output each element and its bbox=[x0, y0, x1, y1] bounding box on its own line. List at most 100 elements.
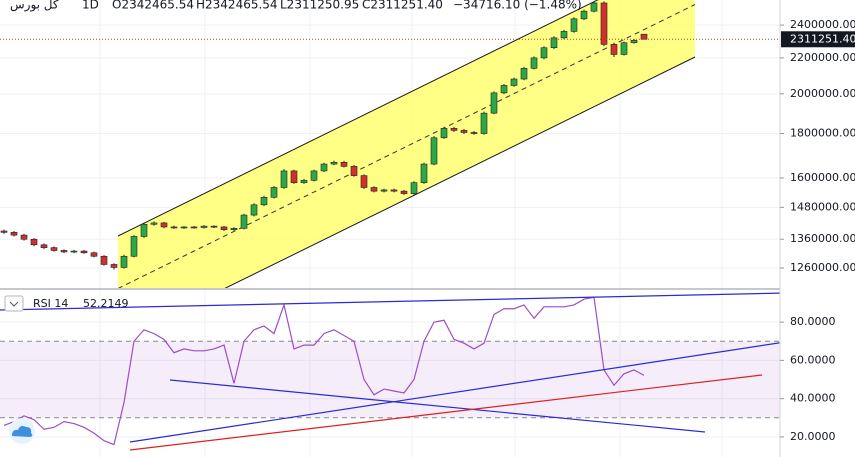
candle-body bbox=[610, 44, 618, 55]
candle-body bbox=[10, 232, 18, 236]
header: کل بورس 1D O2342465.54 H2342465.54 L2311… bbox=[10, 0, 582, 13]
candle-body bbox=[320, 163, 328, 172]
candle-body bbox=[330, 161, 338, 165]
candle-body bbox=[80, 250, 88, 254]
candle-body bbox=[190, 226, 198, 229]
price-axis bbox=[780, 0, 855, 457]
candle-body bbox=[510, 78, 518, 86]
candle-body bbox=[240, 214, 248, 229]
candle-body bbox=[160, 222, 168, 228]
candle-body bbox=[110, 264, 118, 268]
y-tick-label: 1360000.00 bbox=[790, 232, 855, 245]
candle-body bbox=[50, 247, 58, 251]
candle-body bbox=[530, 57, 538, 69]
candle-body bbox=[380, 189, 388, 192]
rsi-title: RSI 14 bbox=[33, 297, 68, 310]
marks bbox=[0, 1, 780, 446]
candle-body bbox=[640, 33, 648, 40]
candle-body bbox=[480, 112, 488, 134]
candle-body bbox=[490, 92, 498, 114]
candle-body bbox=[550, 37, 558, 49]
candle-body bbox=[430, 137, 438, 165]
candle-body bbox=[540, 47, 548, 59]
axis-labels: 1260000.00 1360000.00 1480000.00 1600000.00… bbox=[780, 18, 855, 443]
candle-body bbox=[90, 252, 98, 257]
y-tick-label: 20.0000 bbox=[790, 430, 836, 443]
candle-body bbox=[230, 228, 238, 230]
ohlc-high: H2342465.54 bbox=[196, 0, 278, 12]
y-tick-label: 1260000.00 bbox=[790, 261, 855, 274]
candle-body bbox=[140, 223, 148, 237]
candle-body bbox=[310, 170, 318, 181]
y-tick-label: 2400000.00 bbox=[790, 18, 855, 31]
candle-body bbox=[450, 128, 458, 131]
rsi-legend: RSI 14 52.2149 bbox=[4, 295, 129, 312]
candle-body bbox=[150, 222, 158, 225]
price-tag: 2311251.40 bbox=[790, 32, 855, 45]
candle-body bbox=[20, 234, 28, 240]
candle-body bbox=[290, 170, 298, 183]
candle-body bbox=[630, 39, 638, 44]
candle-body bbox=[200, 225, 208, 228]
candle-body bbox=[0, 230, 8, 233]
symbol: کل بورس bbox=[10, 0, 59, 13]
candle-body bbox=[120, 255, 128, 268]
candle-body bbox=[460, 130, 468, 133]
candle-body bbox=[300, 180, 308, 183]
candle-body bbox=[580, 10, 588, 20]
candle-body bbox=[270, 187, 278, 198]
candle-body bbox=[180, 226, 188, 229]
candle-body bbox=[100, 255, 108, 265]
candle-body bbox=[400, 190, 408, 194]
rsi-band-fill bbox=[0, 341, 780, 418]
y-tick-label: 80.0000 bbox=[790, 315, 836, 328]
candle-body bbox=[500, 85, 508, 94]
candle-body bbox=[410, 182, 418, 194]
candle-body bbox=[340, 161, 348, 167]
channel bbox=[117, 0, 696, 288]
candle-body bbox=[390, 189, 398, 192]
ohlc-close: C2311251.40 bbox=[362, 0, 443, 12]
candle-body bbox=[280, 170, 288, 188]
candle-body bbox=[590, 2, 598, 12]
ohlc-open: O2342465.54 bbox=[112, 0, 194, 12]
candle-body bbox=[220, 226, 228, 230]
candle-body bbox=[560, 31, 568, 39]
change: −34716.10 (−1.48%) bbox=[453, 0, 582, 12]
candle-body bbox=[40, 244, 48, 248]
candle-body bbox=[620, 42, 628, 55]
candle-body bbox=[350, 166, 358, 176]
candle-body bbox=[370, 187, 378, 192]
candle-body bbox=[470, 132, 478, 134]
candle-body bbox=[360, 175, 368, 188]
rsi-trendlines bbox=[0, 292, 780, 451]
y-tick-label: 60.0000 bbox=[790, 353, 836, 366]
candle-body bbox=[60, 250, 68, 253]
y-tick-label: 1600000.00 bbox=[790, 171, 855, 184]
candle-body bbox=[570, 18, 578, 32]
rsi-band bbox=[0, 340, 780, 419]
ohlc-low: L2311250.95 bbox=[280, 0, 359, 12]
y-tick-label: 2200000.00 bbox=[790, 51, 855, 64]
logo bbox=[9, 418, 35, 444]
candle-body bbox=[70, 250, 78, 253]
candle-body bbox=[260, 196, 268, 206]
candle-body bbox=[130, 236, 138, 257]
rsi-line bbox=[3, 296, 645, 446]
candle-body bbox=[600, 2, 608, 45]
interval: 1D bbox=[82, 0, 99, 12]
candle-body bbox=[440, 128, 448, 139]
y-tick-label: 2000000.00 bbox=[790, 87, 855, 100]
y-tick-label: 1480000.00 bbox=[790, 200, 855, 213]
candle-body bbox=[420, 163, 428, 183]
price-tag-box bbox=[781, 31, 855, 48]
rsi-value: 52.2149 bbox=[83, 297, 129, 310]
candle-body bbox=[30, 238, 38, 246]
y-tick-label: 1800000.00 bbox=[790, 127, 855, 140]
candle-body bbox=[210, 225, 218, 228]
candle-body bbox=[250, 204, 258, 216]
candle-body bbox=[520, 68, 528, 80]
y-tick-label: 40.0000 bbox=[790, 392, 836, 405]
candle-body bbox=[170, 226, 178, 229]
